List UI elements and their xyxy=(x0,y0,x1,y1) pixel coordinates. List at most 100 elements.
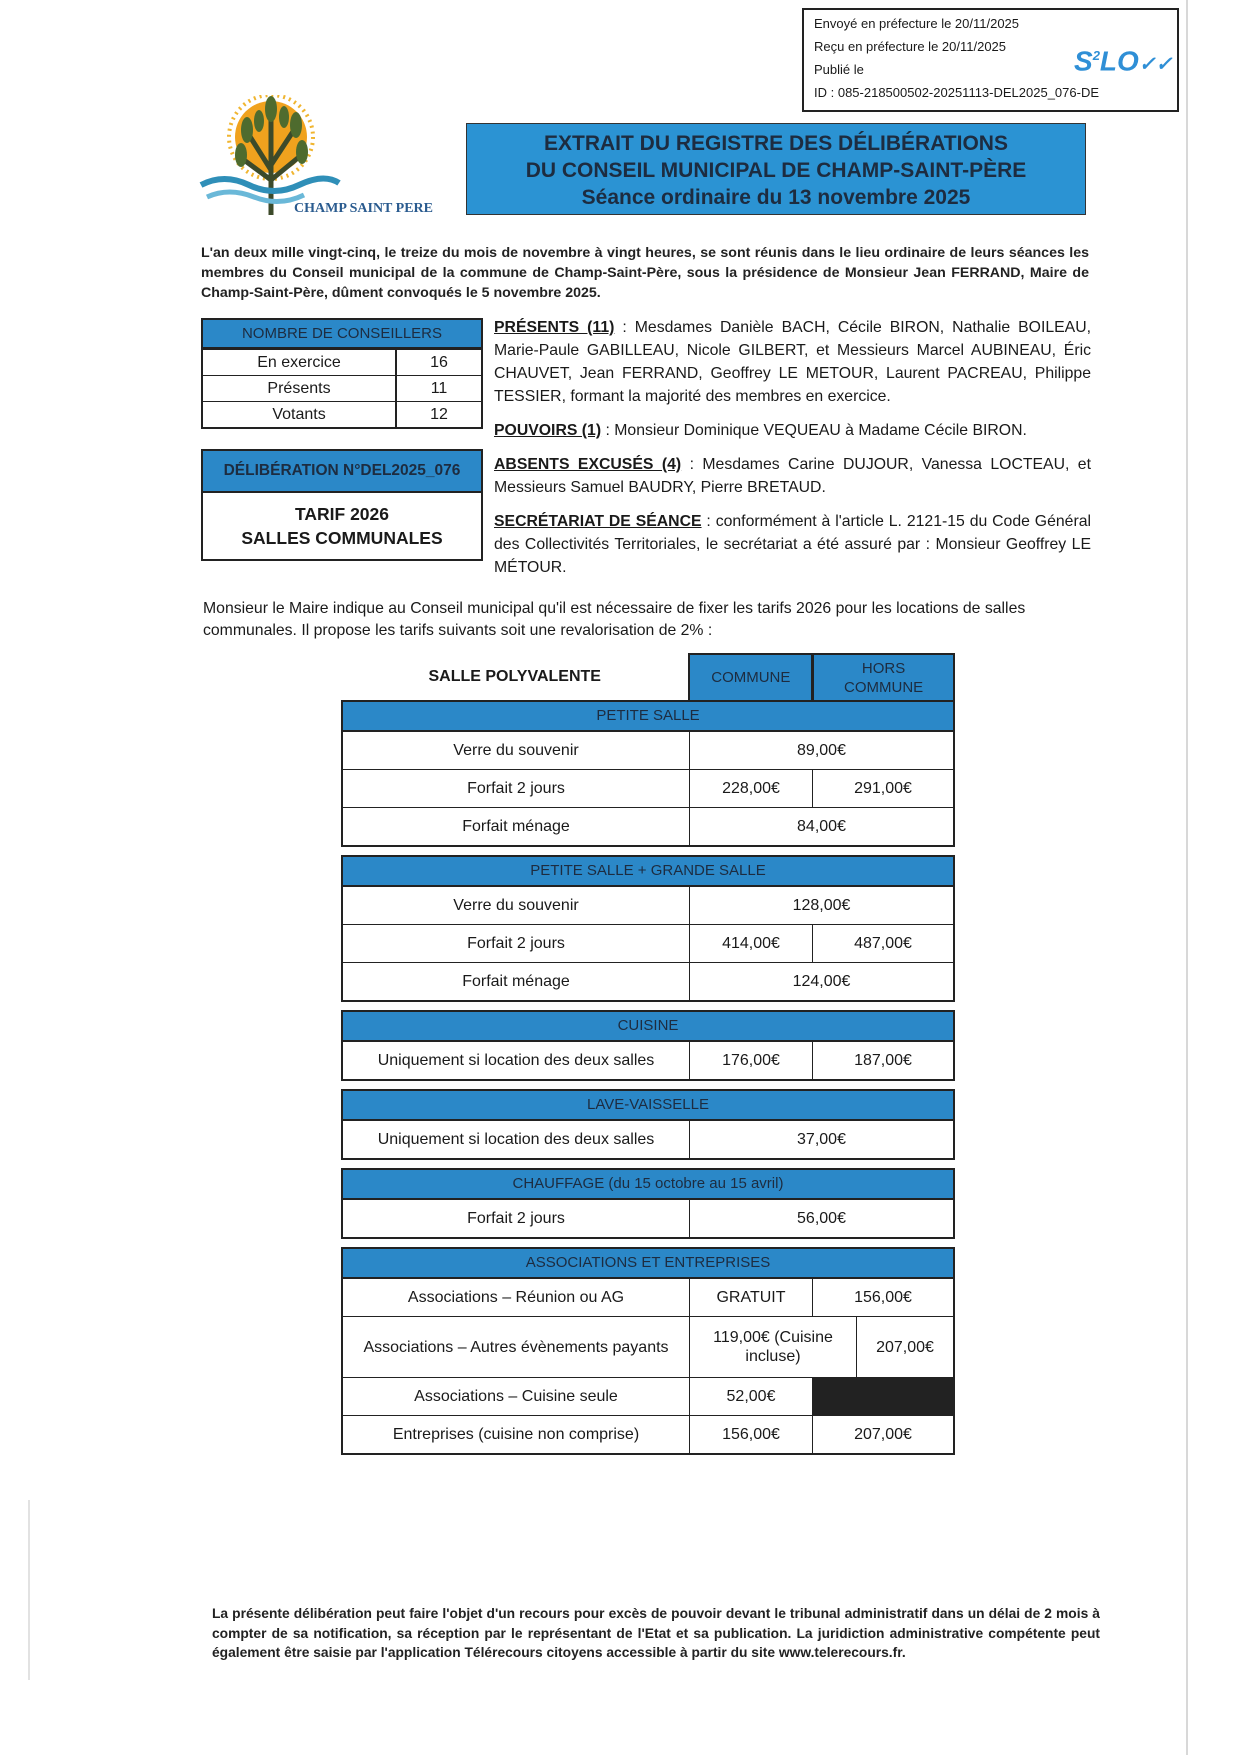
presents-paragraph: PRÉSENTS (11) : Mesdames Danièle BACH, C… xyxy=(494,316,1091,408)
row-label: Forfait 2 jours xyxy=(343,925,690,962)
table-row: Forfait 2 jours 228,00€ 291,00€ xyxy=(343,769,953,807)
telerecours-link[interactable]: www.telerecours.fr xyxy=(778,1645,902,1660)
table-row: Associations – Autres évènements payants… xyxy=(343,1316,953,1377)
row-label: Votants xyxy=(203,402,397,427)
title-banner: EXTRAIT DU REGISTRE DES DÉLIBÉRATIONS DU… xyxy=(466,123,1086,215)
row-label: Forfait ménage xyxy=(343,808,690,845)
councillors-table: NOMBRE DE CONSEILLERS En exercice 16 Prés… xyxy=(201,318,483,429)
secretariat-key: SECRÉTARIAT DE SÉANCE xyxy=(494,513,702,530)
banner-line-2: DU CONSEIL MUNICIPAL DE CHAMP-SAINT-PÈRE xyxy=(525,159,1027,182)
footer-text: La présente délibération peut faire l'ob… xyxy=(212,1606,1100,1660)
row-value: 12 xyxy=(430,406,448,423)
prefecture-stamp: Envoyé en préfecture le 20/11/2025 Reçu … xyxy=(802,8,1179,112)
price-hors-commune: 156,00€ xyxy=(854,1289,912,1306)
price-both: 56,00€ xyxy=(797,1210,846,1227)
section-heading: PETITE SALLE xyxy=(343,702,953,732)
row-label: Associations – Cuisine seule xyxy=(343,1378,690,1415)
tariff-section: PETITE SALLE + GRANDE SALLE Verre du souv… xyxy=(341,855,955,1002)
price-hors-commune: 291,00€ xyxy=(854,780,912,797)
section-heading: PETITE SALLE + GRANDE SALLE xyxy=(343,857,953,887)
proposal-text: Monsieur le Maire indique au Conseil mun… xyxy=(203,600,1026,639)
price-hors-commune: 207,00€ xyxy=(876,1338,934,1356)
row-label: Entreprises (cuisine non comprise) xyxy=(343,1416,690,1453)
section-heading: ASSOCIATIONS ET ENTREPRISES xyxy=(343,1249,953,1279)
price-both: 89,00€ xyxy=(797,742,846,759)
tariff-sections: PETITE SALLE Verre du souvenir 89,00€ Forfa… xyxy=(341,700,955,1463)
row-label: Forfait 2 jours xyxy=(343,1200,690,1237)
row-value: 16 xyxy=(430,354,448,371)
price-hors-commune: 487,00€ xyxy=(854,935,912,952)
table-row: Uniquement si location des deux salles 37… xyxy=(343,1121,953,1158)
tariff-section: CHAUFFAGE (du 15 octobre au 15 avril) For… xyxy=(341,1168,955,1239)
banner-line-3: Séance ordinaire du 13 novembre 2025 xyxy=(581,186,971,209)
pouvoirs-text: : Monsieur Dominique VEQUEAU à Madame Cé… xyxy=(601,422,1027,439)
price-commune: 414,00€ xyxy=(690,925,813,962)
deliberation-title-2: SALLES COMMUNALES xyxy=(241,528,443,548)
footer-legal-notice: La présente délibération peut faire l'ob… xyxy=(212,1604,1100,1663)
table-row: Verre du souvenir 89,00€ xyxy=(343,732,953,769)
table-row: Forfait 2 jours 56,00€ xyxy=(343,1200,953,1237)
tree-sun-icon xyxy=(199,93,341,215)
row-label: Présents xyxy=(203,376,397,401)
pouvoirs-paragraph: POUVOIRS (1) : Monsieur Dominique VEQUEA… xyxy=(494,419,1091,442)
row-label: Verre du souvenir xyxy=(343,732,690,769)
stamp-received: Reçu en préfecture le 20/11/2025 xyxy=(814,39,1007,54)
price-both: 37,00€ xyxy=(797,1131,846,1148)
tariff-section: CUISINE Uniquement si location des deux s… xyxy=(341,1010,955,1081)
price-both: 124,00€ xyxy=(792,973,851,990)
tariff-table-header: SALLE POLYVALENTE COMMUNE HORS COMMUNE xyxy=(341,653,955,700)
price-commune: 156,00€ xyxy=(690,1416,813,1453)
table-row: En exercice 16 xyxy=(203,349,481,375)
price-commune: 52,00€ xyxy=(690,1378,813,1415)
table-row: Votants 12 xyxy=(203,401,481,427)
price-commune: 119,00€ (Cuisine incluse) xyxy=(690,1317,857,1377)
table-row: Verre du souvenir 128,00€ xyxy=(343,887,953,924)
pouvoirs-key: POUVOIRS (1) xyxy=(494,422,602,439)
table-row: Forfait ménage 124,00€ xyxy=(343,962,953,1000)
stamp-sent: Envoyé en préfecture le 20/11/2025 xyxy=(814,16,1020,31)
deliberation-number: DÉLIBÉRATION N°DEL2025_076 xyxy=(203,451,481,493)
scan-edge xyxy=(1186,0,1188,1755)
table-row: Présents 11 xyxy=(203,375,481,401)
col-commune: COMMUNE xyxy=(688,653,814,700)
row-label: Associations – Réunion ou AG xyxy=(343,1279,690,1316)
table-row: Forfait ménage 84,00€ xyxy=(343,807,953,845)
secretariat-text: : conformément à l'article L. 2121-15 du… xyxy=(494,513,1091,576)
section-heading: CUISINE xyxy=(343,1012,953,1042)
col-hors-commune-label: HORS COMMUNE xyxy=(844,659,924,696)
attendance: PRÉSENTS (11) : Mesdames Danièle BACH, C… xyxy=(494,316,1091,590)
stamp-published: Publié le xyxy=(814,62,864,77)
row-label: Uniquement si location des deux salles xyxy=(343,1042,690,1079)
price-commune: 176,00€ xyxy=(690,1042,813,1079)
presents-key: PRÉSENTS (11) xyxy=(494,319,615,336)
scan-edge xyxy=(28,1500,30,1680)
absents-key: ABSENTS EXCUSÉS (4) xyxy=(494,456,682,473)
town-logo: CHAMP SAINT PERE xyxy=(199,93,444,223)
price-commune: 228,00€ xyxy=(690,770,813,807)
intro-text: L'an deux mille vingt-cinq, le treize du… xyxy=(201,245,1089,301)
row-value: 11 xyxy=(430,380,448,397)
tariff-section: ASSOCIATIONS ET ENTREPRISES Associations … xyxy=(341,1247,955,1455)
section-heading: CHAUFFAGE (du 15 octobre au 15 avril) xyxy=(343,1170,953,1200)
tariff-section: LAVE-VAISSELLE Uniquement si location des… xyxy=(341,1089,955,1160)
price-commune: GRATUIT xyxy=(690,1279,813,1316)
banner-line-1: EXTRAIT DU REGISTRE DES DÉLIBÉRATIONS xyxy=(544,132,1008,155)
price-both: 128,00€ xyxy=(792,897,851,914)
row-label: Forfait ménage xyxy=(343,963,690,1000)
absents-paragraph: ABSENTS EXCUSÉS (4) : Mesdames Carine DU… xyxy=(494,453,1091,499)
price-hors-commune: 207,00€ xyxy=(854,1426,912,1443)
price-both: 84,00€ xyxy=(797,818,846,835)
table-row: Associations – Réunion ou AG GRATUIT 156,0… xyxy=(343,1279,953,1316)
col-hors-commune: HORS COMMUNE xyxy=(813,653,955,700)
footer-end: . xyxy=(901,1645,906,1660)
logo-text: CHAMP SAINT PERE xyxy=(294,201,433,216)
row-label: Uniquement si location des deux salles xyxy=(343,1121,690,1158)
secretariat-paragraph: SECRÉTARIAT DE SÉANCE : conformément à l… xyxy=(494,510,1091,579)
table-row: Entreprises (cuisine non comprise) 156,00… xyxy=(343,1415,953,1453)
deliberation-title-1: TARIF 2026 xyxy=(294,504,389,524)
section-heading: LAVE-VAISSELLE xyxy=(343,1091,953,1121)
stamp-id: ID : 085-218500502-20251113-DEL2025_076-… xyxy=(814,85,1100,100)
row-label: Forfait 2 jours xyxy=(343,770,690,807)
s2lo-logo: S2LO✓✓ xyxy=(1074,45,1173,77)
table-row: Forfait 2 jours 414,00€ 487,00€ xyxy=(343,924,953,962)
